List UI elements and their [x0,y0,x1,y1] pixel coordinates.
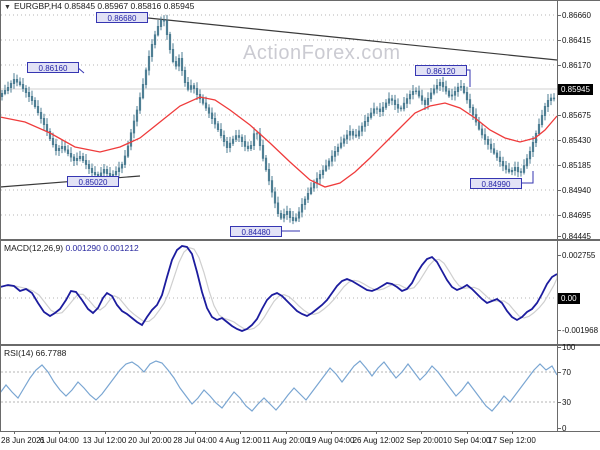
axis-tick [557,428,561,429]
axis-tick [285,431,287,434]
x-axis-label: 28 Jul 04:00 [173,436,217,445]
price-annotation[interactable]: 0.86120 [415,65,467,76]
macd-value-1: 0.001290 [65,243,101,253]
axis-tick [557,347,561,348]
x-axis-label: 19 Aug 04:00 [307,436,355,445]
x-axis-label: 26 Aug 12:00 [352,436,400,445]
y-axis-label: 30 [562,398,571,407]
x-axis-label: 2 Sep 20:00 [399,436,443,445]
axis-tick [330,431,332,434]
axis-tick [557,165,561,166]
y-axis-label: 0.85430 [562,136,591,145]
macd-zero-tag: 0.00 [558,293,580,304]
axis-tick [557,65,561,66]
y-axis-label: 0.86170 [562,61,591,70]
left-border [0,0,1,431]
annotation-connector [522,171,534,184]
axis-tick [557,140,561,141]
x-axis-label: 20 Jul 20:00 [128,436,172,445]
watermark: ActionForex.com [243,42,401,64]
ma-line[interactable] [0,96,558,188]
axis-tick [557,255,561,256]
axis-tick [149,431,151,434]
y-axis-label: 0.85675 [562,111,591,120]
y-axis-label: 0.002755 [562,251,596,260]
macd-title: MACD(12,26,9) 0.001290 0.001212 [4,243,139,253]
axis-tick [557,115,561,116]
macd-value-2: 0.001212 [103,243,139,253]
axis-tick [557,402,561,403]
macd-main-line [0,245,558,332]
axis-tick [511,431,513,434]
rsi-line [0,360,558,412]
y-axis-label: 0.84445 [562,232,591,241]
axis-tick [376,431,378,434]
symbol-ohlc-text: EURGBP,H4 0.85845 0.85967 0.85816 0.8594… [13,1,195,11]
x-axis-label: 11 Aug 20:00 [262,436,309,445]
rsi-value: 66.7788 [35,348,67,358]
separator-macd-rsi[interactable] [0,344,600,346]
x-axis-label: 28 Jun 2021 [1,436,46,445]
axis-tick [557,15,561,16]
y-axis-label: 70 [562,368,571,377]
annotation-connector [467,69,471,87]
symbol-header: ▼ EURGBP,H4 0.85845 0.85967 0.85816 0.859… [4,2,194,12]
axis-tick [240,431,242,434]
x-axis-label: 6 Jul 04:00 [39,436,79,445]
axis-tick [104,431,106,434]
price-annotation[interactable]: 0.85020 [67,176,119,187]
y-axis-label: -0.001968 [562,326,599,335]
x-axis-label: 10 Sep 04:00 [442,436,491,445]
bottom-border [0,431,600,432]
y-axis-label: 0.86660 [562,11,591,20]
price-annotation[interactable]: 0.86160 [27,62,79,73]
axis-tick [421,431,423,434]
axis-tick [557,190,561,191]
y-axis-label: 0.84695 [562,211,591,220]
price-annotation[interactable]: 0.86680 [96,12,148,23]
axis-tick [59,431,61,434]
collapse-arrow-icon[interactable]: ▼ [4,4,11,11]
axis-tick [14,431,15,434]
x-axis-label: 17 Sep 12:00 [488,436,536,445]
y-axis-label: 0.85185 [562,161,591,170]
top-border [0,0,600,1]
price-annotation[interactable]: 0.84990 [470,178,522,189]
axis-tick [466,431,468,434]
y-axis-label: 0 [562,424,567,433]
x-axis-label: 13 Jul 12:00 [82,436,127,445]
price-annotation[interactable]: 0.84480 [230,226,282,237]
axis-tick [557,236,561,237]
rsi-title: RSI(14) 66.7788 [4,348,67,358]
y-axis-label: 0.84940 [562,186,591,195]
x-axis-label: 4 Aug 12:00 [218,436,262,445]
current-price-tag: 0.85945 [558,84,593,95]
y-axis-label: 0.86415 [562,36,591,45]
axis-tick [557,40,561,41]
y-axis-label: 100 [562,343,576,352]
axis-tick [557,330,561,331]
axis-tick [557,215,561,216]
separator-main-macd[interactable] [0,239,600,241]
axis-tick [557,372,561,373]
macd-signal-line [6,247,558,331]
axis-tick [195,431,197,434]
trendline[interactable] [147,17,558,61]
